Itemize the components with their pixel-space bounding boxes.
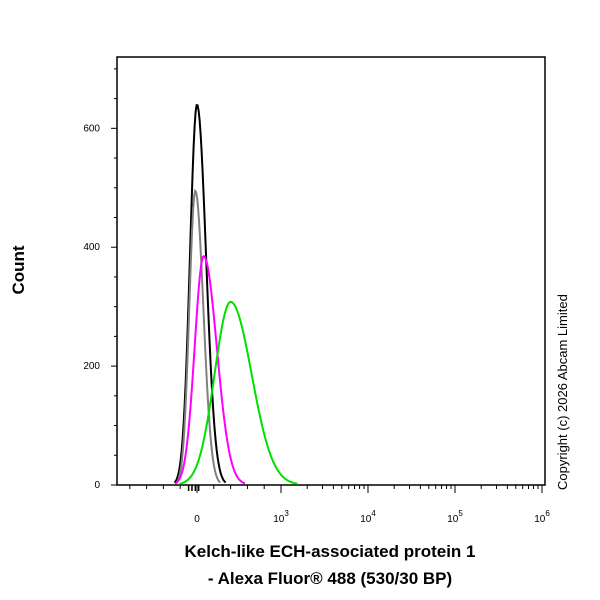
y-tick-label: 0 (94, 480, 100, 491)
x-tick-label: 104 (360, 509, 376, 525)
y-tick-label: 200 (83, 361, 100, 372)
copyright-text: Copyright (c) 2026 Abcam Limited (555, 294, 570, 490)
x-axis-label-line1: Kelch-like ECH-associated protein 1 (184, 542, 476, 561)
x-axis: 0 103 104 105 106 (129, 485, 550, 525)
y-tick-label: 600 (83, 123, 100, 134)
x-tick-label: 103 (273, 509, 289, 525)
series-line (179, 300, 298, 485)
y-axis: 0 200 400 600 (83, 68, 117, 491)
x-tick-label: 106 (534, 509, 550, 525)
series-line (175, 188, 221, 484)
plot-frame (116, 56, 546, 486)
y-axis-label: Count (9, 245, 28, 294)
y-tick-label: 400 (83, 242, 100, 253)
x-tick-label: 105 (447, 509, 463, 525)
series-line (174, 254, 246, 485)
x-tick-label: 0 (194, 514, 200, 525)
x-axis-label-line2: - Alexa Fluor® 488 (530/30 BP) (207, 569, 453, 588)
series-line (173, 104, 227, 484)
series-curves (173, 104, 298, 485)
